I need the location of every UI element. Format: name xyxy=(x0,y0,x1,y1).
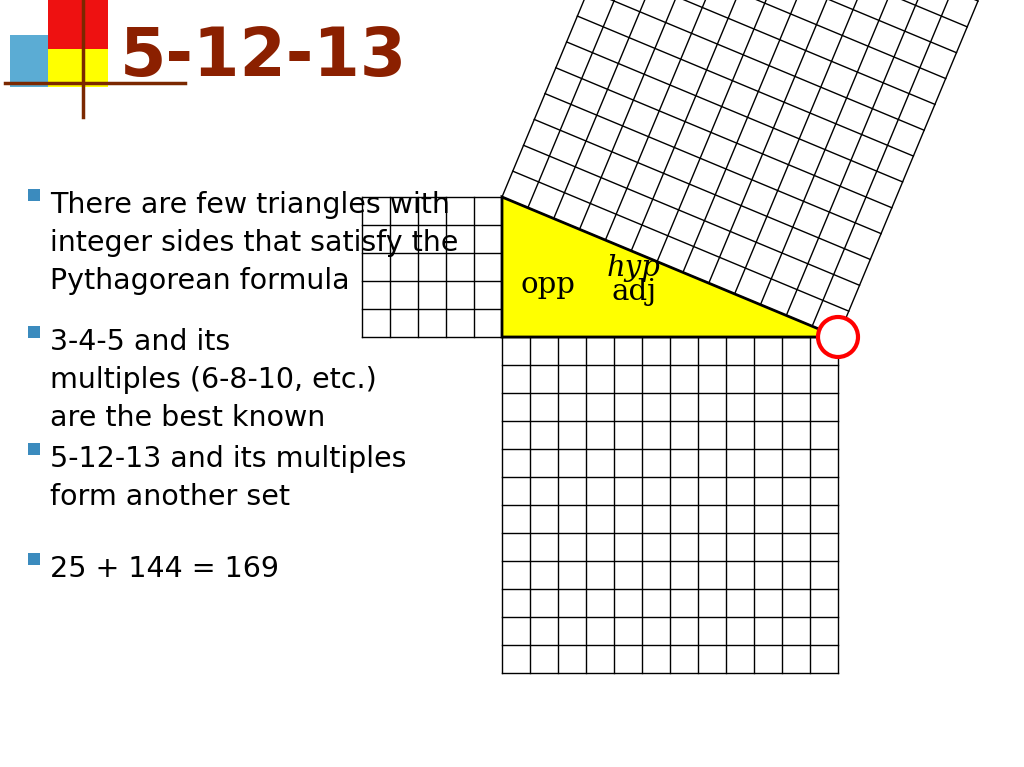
Bar xyxy=(28,553,40,565)
Bar xyxy=(48,49,108,87)
Bar xyxy=(28,189,40,201)
Text: 5-12-13 and its multiples
form another set: 5-12-13 and its multiples form another s… xyxy=(50,445,407,511)
Bar xyxy=(10,35,72,87)
Text: There are few triangles with
integer sides that satisfy the
Pythagorean formula: There are few triangles with integer sid… xyxy=(50,191,459,295)
Text: 3-4-5 and its
multiples (6-8-10, etc.)
are the best known: 3-4-5 and its multiples (6-8-10, etc.) a… xyxy=(50,328,377,432)
Circle shape xyxy=(818,317,858,357)
Bar xyxy=(28,326,40,338)
Text: 5-12-13: 5-12-13 xyxy=(120,24,408,90)
Text: hyp: hyp xyxy=(607,255,660,282)
Polygon shape xyxy=(502,197,838,337)
Text: opp: opp xyxy=(520,272,574,299)
Text: 25 + 144 = 169: 25 + 144 = 169 xyxy=(50,555,279,583)
Text: adj: adj xyxy=(611,278,656,306)
Bar xyxy=(48,0,108,57)
Bar xyxy=(28,443,40,455)
